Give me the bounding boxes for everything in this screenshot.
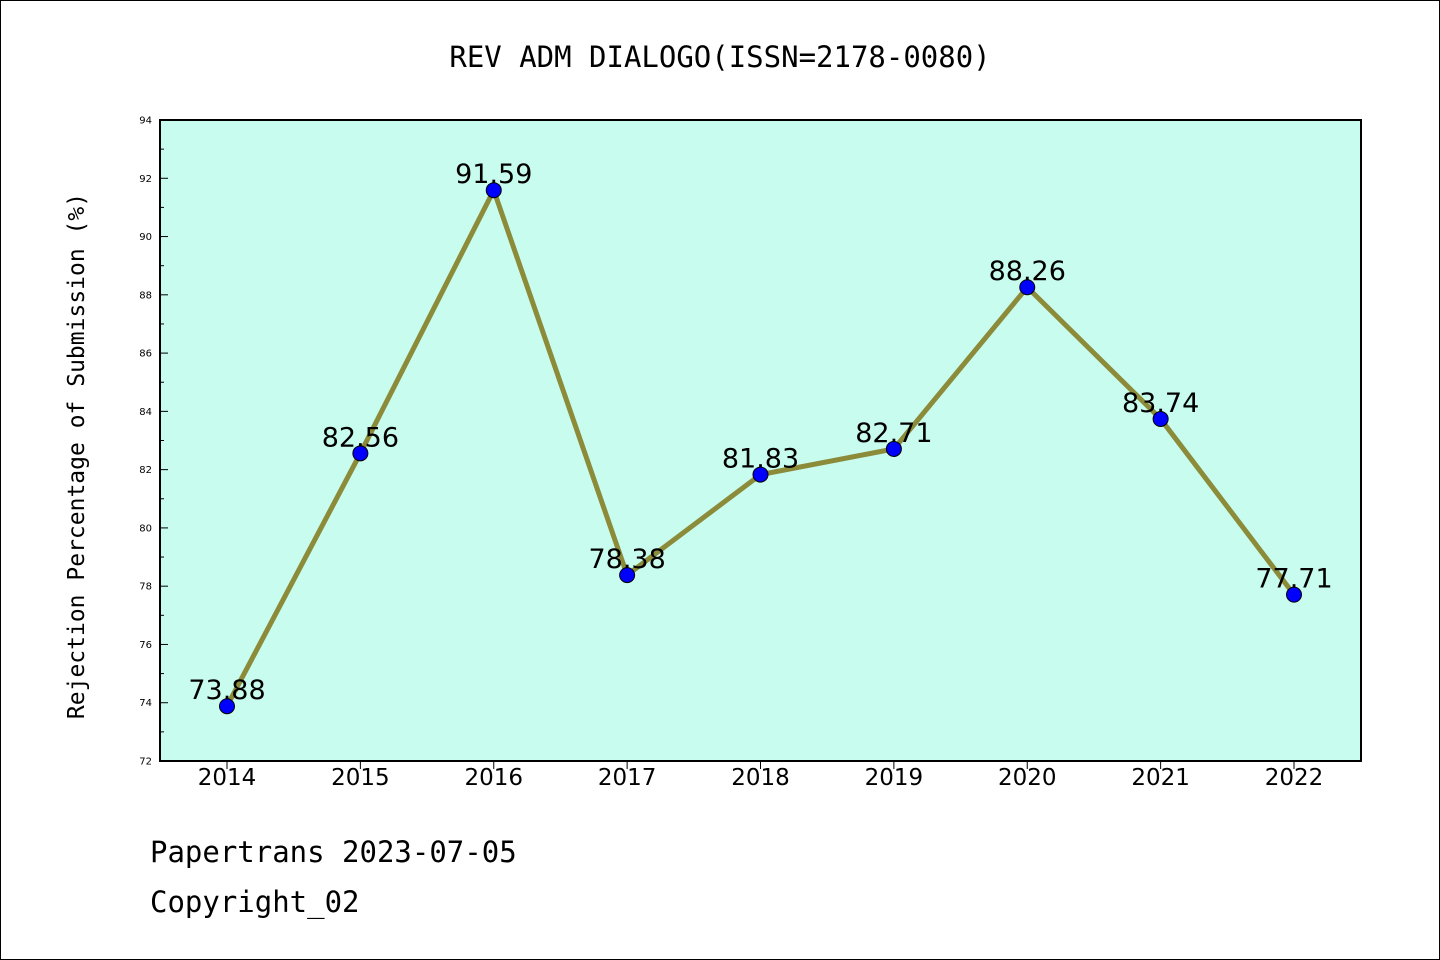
x-tick-label: 2018 [731,765,790,791]
y-tick-label: 92 [139,174,152,185]
data-point-marker [752,466,769,483]
y-tick-label: 86 [139,349,152,360]
x-tick-label: 2020 [998,765,1057,791]
x-axis: 2014 2015 2016 2017 2018 2019 2020 2021 2022 [198,761,1324,791]
data-point-marker [1019,279,1036,296]
y-tick-label: 84 [139,407,152,418]
y-tick-label: 78 [139,582,152,593]
data-point-marker [1152,410,1169,427]
y-axis-label: Rejection Percentage of Submission (%) [64,193,90,719]
data-point-label: 73.88 [188,675,265,706]
data-point-label: 91.59 [455,159,532,190]
y-tick-label: 90 [139,232,152,243]
footer-copyright: Copyright_02 [150,885,360,919]
data-point-marker [485,182,502,199]
data-point-label: 82.56 [322,422,399,453]
y-tick-label: 80 [139,523,152,534]
data-point-label: 81.83 [722,444,799,475]
x-tick-label: 2017 [598,765,657,791]
footer-date: Papertrans 2023-07-05 [150,835,517,869]
x-tick-label: 2022 [1265,765,1324,791]
data-point-label: 83.74 [1122,388,1199,419]
series-markers [219,182,1302,715]
data-point-marker [219,698,235,715]
y-tick-label: 94 [139,116,152,127]
x-tick-label: 2016 [464,765,523,791]
data-point-label: 77.71 [1255,564,1332,595]
plot-area [159,119,1362,762]
x-tick-label: 2021 [1131,765,1190,791]
x-tick-label: 2019 [865,765,924,791]
x-tick-label: 2014 [198,765,257,791]
data-labels: 73.88 82.56 91.59 78.38 81.83 82.71 88.26 83.74… [188,159,1332,706]
data-point-label: 88.26 [989,256,1066,287]
chart-title: REV ADM DIALOGO(ISSN=2178-0080) [449,40,990,74]
y-tick-label: 72 [139,757,152,768]
y-tick-label: 74 [139,698,152,709]
x-tick-label: 2015 [331,765,390,791]
data-point-marker [352,445,369,462]
y-axis: 72 74 76 78 80 82 84 86 88 90 92 94 [139,116,168,768]
data-point-marker [619,567,636,584]
data-point-label: 78.38 [588,544,665,575]
data-point-marker [1286,586,1302,603]
y-tick-label: 88 [139,290,152,301]
y-tick-label: 82 [139,465,152,476]
data-point-label: 82.71 [855,418,932,449]
y-tick-label: 76 [139,640,152,651]
data-point-marker [885,440,902,457]
